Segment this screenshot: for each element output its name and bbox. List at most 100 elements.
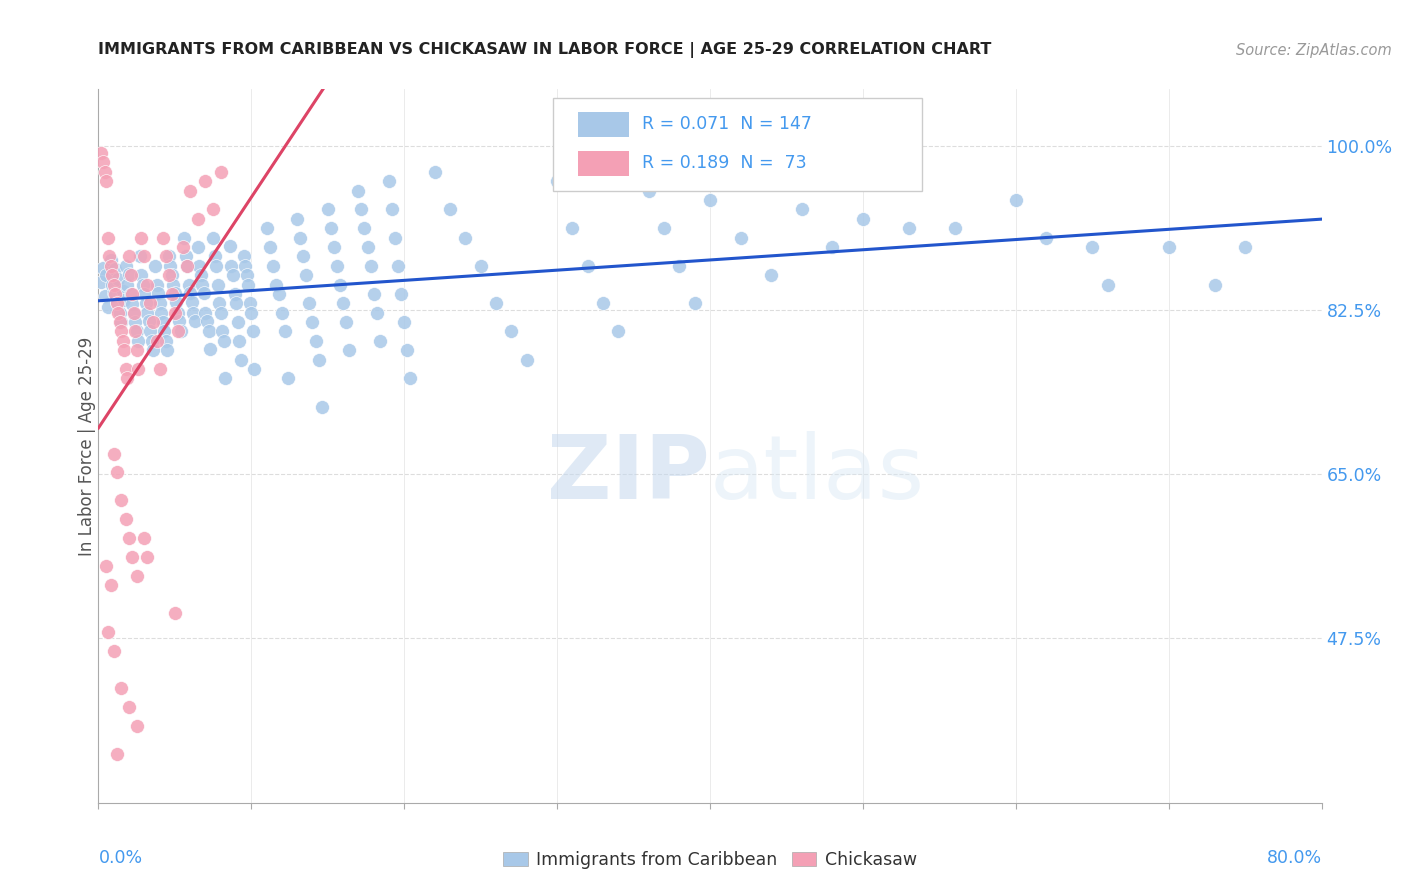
Point [224, 286, 246, 301]
Point [501, 325, 523, 339]
Point [209, 165, 232, 179]
Point [267, 286, 290, 301]
Point [139, 296, 162, 310]
Point [142, 343, 165, 358]
Point [125, 719, 148, 733]
Point [232, 249, 254, 263]
Point [396, 343, 419, 358]
Point [134, 249, 156, 263]
Point [180, 295, 202, 310]
Point [184, 314, 207, 328]
Point [1004, 193, 1026, 207]
Point [155, 249, 177, 263]
Point [105, 295, 128, 310]
Point [202, 230, 225, 244]
Point [190, 268, 212, 282]
Point [363, 286, 385, 301]
Point [205, 259, 228, 273]
Point [162, 277, 184, 292]
Point [197, 325, 219, 339]
Point [304, 334, 326, 348]
Point [159, 259, 181, 273]
Text: IMMIGRANTS FROM CARIBBEAN VS CHICKASAW IN LABOR FORCE | AGE 25-29 CORRELATION CH: IMMIGRANTS FROM CARIBBEAN VS CHICKASAW I… [98, 42, 991, 58]
Text: 80.0%: 80.0% [1267, 849, 1322, 867]
Point [91, 260, 114, 275]
Point [392, 315, 416, 329]
Point [316, 202, 339, 217]
Point [229, 352, 252, 367]
Point [1157, 240, 1180, 254]
Point [91, 155, 114, 169]
Point [145, 334, 167, 348]
Text: R = 0.189  N =  73: R = 0.189 N = 73 [641, 154, 806, 172]
Point [212, 334, 235, 348]
Point [111, 334, 134, 348]
Text: ZIP: ZIP [547, 431, 710, 518]
Point [110, 315, 132, 329]
Point [121, 297, 143, 311]
Point [214, 371, 236, 385]
Point [107, 306, 129, 320]
Point [172, 240, 194, 254]
Point [322, 240, 344, 254]
Point [111, 284, 134, 298]
Point [194, 174, 217, 188]
Point [730, 230, 752, 244]
Point [136, 549, 159, 564]
Point [118, 531, 141, 545]
Bar [578, 112, 630, 136]
Point [101, 278, 124, 293]
Point [943, 221, 966, 235]
Point [592, 296, 614, 310]
Point [176, 259, 198, 273]
Point [117, 277, 139, 292]
Point [301, 315, 323, 329]
Point [637, 184, 661, 198]
Point [326, 259, 349, 273]
Point [94, 268, 117, 282]
Point [134, 286, 156, 301]
Point [387, 259, 409, 273]
Point [308, 352, 330, 367]
Point [187, 240, 209, 254]
Point [439, 202, 461, 217]
Point [897, 221, 920, 235]
Point [292, 249, 315, 263]
Point [125, 568, 148, 582]
Point [221, 259, 243, 273]
Point [132, 278, 155, 293]
Point [270, 306, 292, 320]
Point [1234, 240, 1257, 254]
Point [139, 325, 162, 339]
Point [546, 174, 568, 188]
Point [516, 352, 538, 367]
Point [124, 315, 146, 329]
Point [112, 293, 135, 307]
Point [155, 334, 177, 348]
Point [98, 249, 121, 263]
Point [104, 286, 127, 301]
Y-axis label: In Labor Force | Age 25-29: In Labor Force | Age 25-29 [79, 336, 96, 556]
Point [285, 211, 308, 226]
Point [389, 286, 412, 301]
Point [94, 559, 117, 574]
Point [105, 296, 128, 310]
Point [298, 296, 321, 310]
Point [93, 289, 115, 303]
Point [360, 259, 382, 273]
Point [181, 306, 204, 320]
Point [163, 306, 186, 320]
Point [319, 221, 342, 235]
Point [97, 300, 120, 314]
Point [122, 307, 145, 321]
Point [454, 230, 477, 244]
Point [120, 268, 142, 282]
Point [129, 230, 152, 244]
Point [652, 221, 675, 235]
Point [97, 230, 120, 244]
Point [759, 268, 782, 282]
Point [235, 268, 257, 282]
Text: 0.0%: 0.0% [98, 849, 142, 867]
Point [179, 285, 201, 300]
Point [157, 268, 180, 282]
